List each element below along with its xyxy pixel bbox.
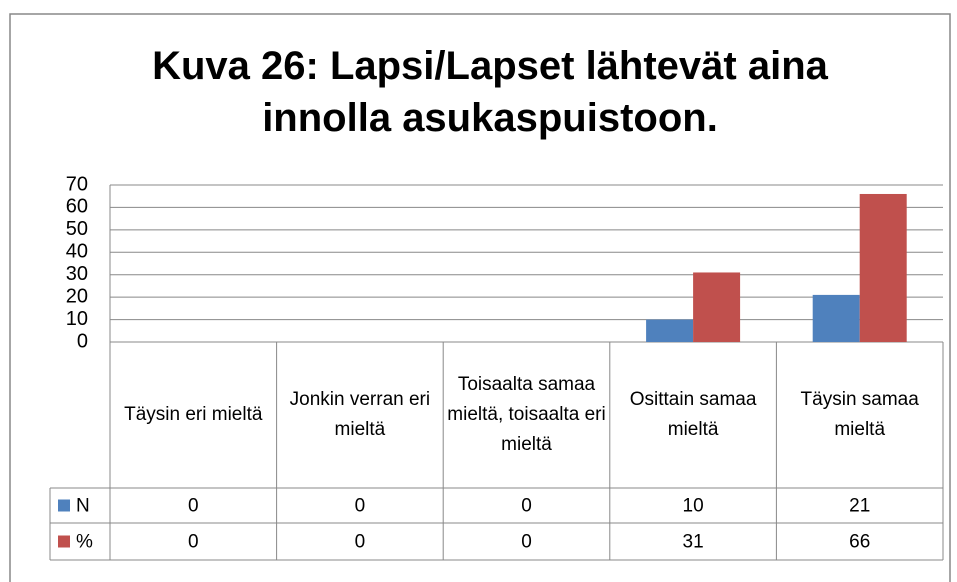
x-tick-label: Täysin eri mieltä [124, 404, 263, 425]
table-value: 21 [849, 496, 870, 517]
y-tick-label: 70 [66, 173, 88, 195]
table-value: 0 [355, 496, 366, 517]
table-value: 66 [849, 532, 870, 553]
table-value: 31 [683, 532, 704, 553]
y-tick-label: 40 [66, 241, 88, 263]
legend-label: % [76, 532, 93, 553]
y-tick-label: 0 [77, 330, 88, 352]
y-tick-label: 30 [66, 263, 88, 285]
table-value: 0 [521, 496, 532, 517]
table-value: 0 [521, 532, 532, 553]
x-tick-label: Toisaalta samaa mieltä, toisaalta eri mi… [447, 374, 606, 455]
y-tick-label: 20 [66, 285, 88, 307]
x-tick-label: Jonkin verran eri mieltä [289, 389, 431, 440]
legend-key [58, 535, 70, 548]
table-value: 10 [683, 496, 704, 517]
bar [859, 193, 907, 342]
category-cell: Osittain samaa mieltä [629, 389, 757, 440]
bar [646, 319, 694, 342]
category-cell: Toisaalta samaa mieltä, toisaalta eri mi… [447, 374, 606, 455]
table-value: 0 [188, 532, 199, 553]
table-value: 0 [188, 496, 199, 517]
y-tick-label: 50 [66, 218, 88, 240]
category-cell: Jonkin verran eri mieltä [289, 389, 431, 440]
category-cell: Täysin samaa mieltä [800, 389, 919, 440]
category-cell: Täysin eri mieltä [124, 404, 263, 425]
y-tick-label: 60 [66, 196, 88, 218]
legend-key [58, 499, 70, 512]
bar [693, 272, 741, 342]
legend-label: N [76, 496, 90, 517]
table-value: 0 [355, 532, 366, 553]
chart-frame [9, 13, 951, 582]
y-tick-label: 10 [66, 308, 88, 330]
title-box: Kuva 26: Lapsi/Lapset lähtevät aina inno… [152, 44, 828, 140]
bar [812, 294, 860, 342]
x-tick-label: Täysin samaa mieltä [800, 389, 919, 440]
x-tick-label: Osittain samaa mieltä [629, 389, 757, 440]
chart-title: Kuva 26: Lapsi/Lapset lähtevät aina inno… [152, 44, 828, 140]
